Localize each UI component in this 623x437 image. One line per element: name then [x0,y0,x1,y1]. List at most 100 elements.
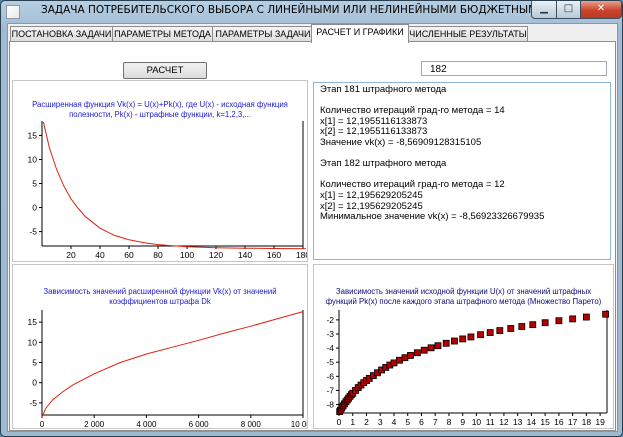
y-tick-label: 0 [32,378,37,388]
data-point [496,327,504,334]
log-line: Количество итераций град-го метода = 12 [320,179,505,191]
y-tick-label: -8 [326,400,334,410]
x-tick-label: 16 [554,417,564,427]
series-line [41,311,304,418]
x-tick-label: 10 [472,417,482,427]
x-tick-label: 0 [40,420,45,428]
log-line: Этап 181 штрафного метода [320,84,447,95]
data-point [467,333,475,341]
chart-panel-pareto: Зависимость значений исходной функции U(… [313,264,614,429]
log-line: Количество итераций град-го метода = 14 [320,105,505,117]
data-point [434,342,442,350]
log-line: x[1] = 12,195629205245 [320,189,423,201]
maximize-button[interactable]: □ [556,1,581,19]
x-tick-label: 7 [433,417,438,427]
x-tick-label: 2 [364,417,369,427]
x-tick-label: 8 000 [241,420,262,428]
x-tick-label: 160 [267,250,281,260]
series-line [42,121,306,250]
x-tick-label: 9 [460,417,465,427]
data-point [451,337,458,345]
data-point [486,329,494,336]
minimize-button[interactable]: ▁ [531,1,557,19]
data-point [582,313,590,321]
stage-number-input[interactable]: 182 [421,61,607,76]
x-tick-label: 11 [486,417,495,427]
chart3-title: Зависимость значений исходной функции U(… [314,287,613,306]
x-tick-label: 14 [527,417,537,427]
tab-problem-parameters[interactable]: ПАРАМЕТРЫ ЗАДАЧИ [212,26,314,42]
y-tick-label: 15 [28,130,38,140]
log-line: x[1] = 12,1955116133873 [320,115,428,127]
data-point [569,315,577,323]
log-line: x[2] = 12,1955116133873 [320,126,428,138]
data-point [602,310,610,318]
y-tick-label: 15 [28,317,38,327]
tab-problem-statement[interactable]: ПОСТАНОВКА ЗАДАЧИ [10,26,113,42]
data-point [420,346,428,354]
window-title: ЗАДАЧА ПОТРЕБИТЕЛЬСКОГО ВЫБОРА С ЛИНЕЙНЫ… [41,4,623,16]
chart1-svg: 15 10 5 0 -5 20 40 60 80 100 120 140 160 180 [28,121,307,260]
data-point [459,335,467,343]
tab-numeric-results[interactable]: ЧИСЛЕННЫЕ РЕЗУЛЬТАТЫ [408,26,528,42]
x-tick-label: 1 [350,417,355,427]
data-point [541,319,549,327]
x-tick-label: 60 [124,250,134,260]
calc-button[interactable]: РАСЧЕТ [123,62,207,79]
chart1-title: Расширенная функция Vk(x) = U(x)+Pk(x), … [13,100,307,119]
x-tick-label: 13 [513,417,523,427]
data-point [529,321,537,329]
y-tick-label: 10 [28,337,38,347]
app-icon [6,5,20,19]
x-tick-label: 6 [419,417,424,427]
log-line: Минимальное значение vk(x) = -8,56923326… [320,211,545,223]
x-tick-label: 19 [595,417,605,427]
y-tick-label: -5 [29,227,37,237]
tab-calc-and-charts[interactable]: РАСЧЕТ И ГРАФИКИ [311,24,409,43]
x-tick-label: 17 [568,417,578,427]
data-point [477,331,484,339]
y-tick-label: -5 [326,357,334,367]
x-tick-label: 120 [209,250,223,260]
log-line: x[2] = 12,195629205245 [320,200,423,212]
close-button[interactable]: ✕ [580,1,622,19]
y-tick-label: 10 [28,154,38,164]
x-tick-label: 80 [153,250,163,260]
chart3-svg: -2-3-4-5-6-7-80 1 2 3 4 5 6 7 8 9 10 11 12 13 14 15 16 17… [326,310,610,427]
tab-content: РАСЧЕТ 182 Расширенная функция Vk(x) = U… [9,41,616,431]
y-tick-label: -5 [29,398,37,408]
chart-panel-vk-by-penalty: Зависимость значений расширенной функции… [12,264,308,429]
chart2-title-line1: Зависимость значений расширенной функции… [43,287,277,296]
data-point [555,317,563,325]
x-tick-label: 3 [378,417,383,427]
x-tick-label: 40 [95,250,105,260]
y-tick-label: 5 [32,358,37,368]
chart2-title: Зависимость значений расширенной функции… [13,287,307,306]
x-tick-label: 6 000 [189,420,210,428]
chart-panel-vk-by-stage: Расширенная функция Vk(x) = U(x)+Pk(x), … [12,80,308,262]
x-tick-label: 5 [405,417,410,427]
x-tick-label: 4 000 [136,420,157,428]
tab-method-parameters[interactable]: ПАРАМЕТРЫ МЕТОДА [112,26,213,42]
data-point [507,325,515,332]
x-tick-label: 4 [392,417,397,427]
chart2-title-line2: коэффициентов штрафа Dk [109,296,211,306]
chart3-title-line1: Зависимость значений исходной функции U(… [335,287,592,296]
client-area: ПОСТАНОВКА ЗАДАЧИ ПАРАМЕТРЫ МЕТОДА ПАРАМ… [7,23,618,432]
x-tick-label: 12 [499,417,509,427]
x-tick-label: 18 [582,417,592,427]
results-log[interactable]: Этап 181 штрафного метода Количество итер… [313,82,611,260]
x-tick-label: 100 [180,250,194,260]
y-tick-label: 0 [32,203,37,213]
x-tick-label: 10 000 [291,420,307,428]
x-tick-label: 140 [238,250,252,260]
x-tick-label: 180 [296,250,307,260]
chart1-title-line2: полезности, Pk(x) - штрафные функции, k=… [69,109,251,119]
data-point [442,339,450,347]
y-tick-label: -2 [326,315,334,325]
y-tick-label: -7 [326,385,334,395]
log-line: Значение vk(x) = -8,56909128315105 [320,136,482,148]
chart3-title-line2: функций Pk(x) после каждого этапа штрафн… [325,296,602,306]
x-tick-label: 8 [447,417,452,427]
